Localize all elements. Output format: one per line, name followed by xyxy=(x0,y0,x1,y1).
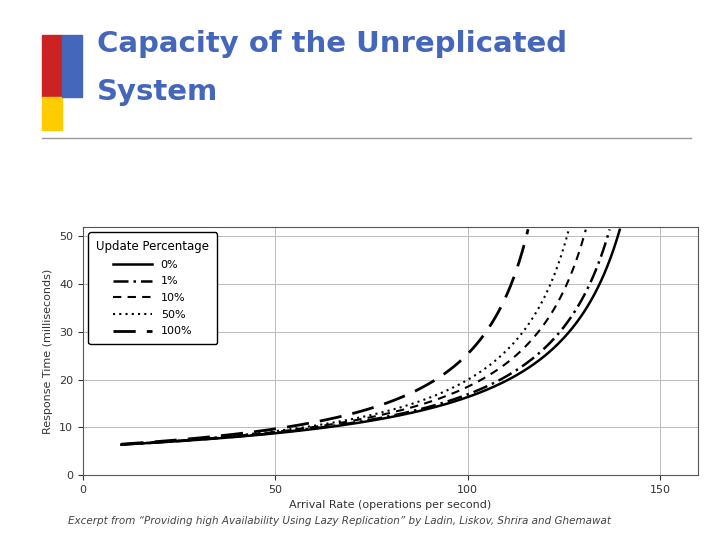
Y-axis label: Response Time (milliseconds): Response Time (milliseconds) xyxy=(43,268,53,434)
X-axis label: Arrival Rate (operations per second): Arrival Rate (operations per second) xyxy=(289,501,492,510)
Text: Excerpt from “Providing high Availability Using Lazy Replication” by Ladin, Lisk: Excerpt from “Providing high Availabilit… xyxy=(68,516,611,526)
Text: Capacity of the Unreplicated: Capacity of the Unreplicated xyxy=(97,30,567,58)
Text: System: System xyxy=(97,78,218,106)
Legend: 0%, 1%, 10%, 50%, 100%: 0%, 1%, 10%, 50%, 100% xyxy=(89,232,217,344)
